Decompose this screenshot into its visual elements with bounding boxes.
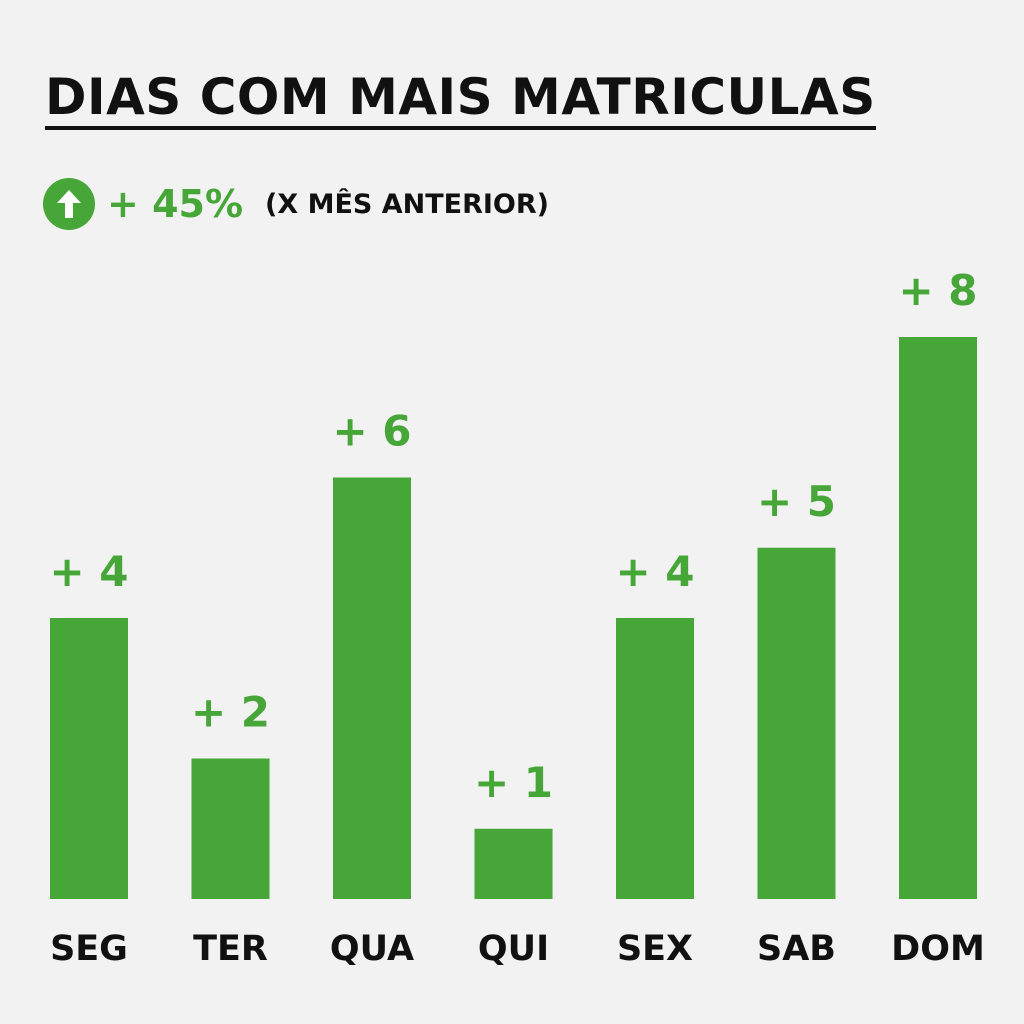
data-label-sab: + 5 <box>757 477 836 526</box>
growth-value: + 45% <box>107 182 244 226</box>
bar-sab <box>757 547 836 899</box>
data-label-dom: + 8 <box>898 266 977 315</box>
category-label-ter: TER <box>193 929 268 969</box>
category-label-qui: QUI <box>478 929 549 969</box>
category-label-sab: SAB <box>757 929 836 969</box>
data-label-seg: + 4 <box>49 547 128 596</box>
bar-qui <box>474 828 553 899</box>
category-label-sex: SEX <box>617 929 693 969</box>
bar-ter <box>191 758 270 899</box>
growth-indicator: + 45% (X MÊS ANTERIOR) <box>43 178 549 230</box>
category-label-dom: DOM <box>891 929 985 969</box>
data-label-qua: + 6 <box>332 407 411 456</box>
bar-dom <box>899 337 977 899</box>
data-label-ter: + 2 <box>191 688 270 737</box>
category-label-qua: QUA <box>330 929 414 969</box>
data-label-qui: + 1 <box>474 758 553 807</box>
growth-note: (X MÊS ANTERIOR) <box>265 188 550 220</box>
bar-qua <box>333 477 411 899</box>
data-label-sex: + 4 <box>615 547 694 596</box>
bar-seg <box>50 618 128 899</box>
chart-title: DIAS COM MAIS MATRICULAS <box>45 68 876 130</box>
category-label-seg: SEG <box>50 929 128 969</box>
bar-sex <box>616 618 694 899</box>
arrow-up-circle-icon <box>43 178 95 230</box>
